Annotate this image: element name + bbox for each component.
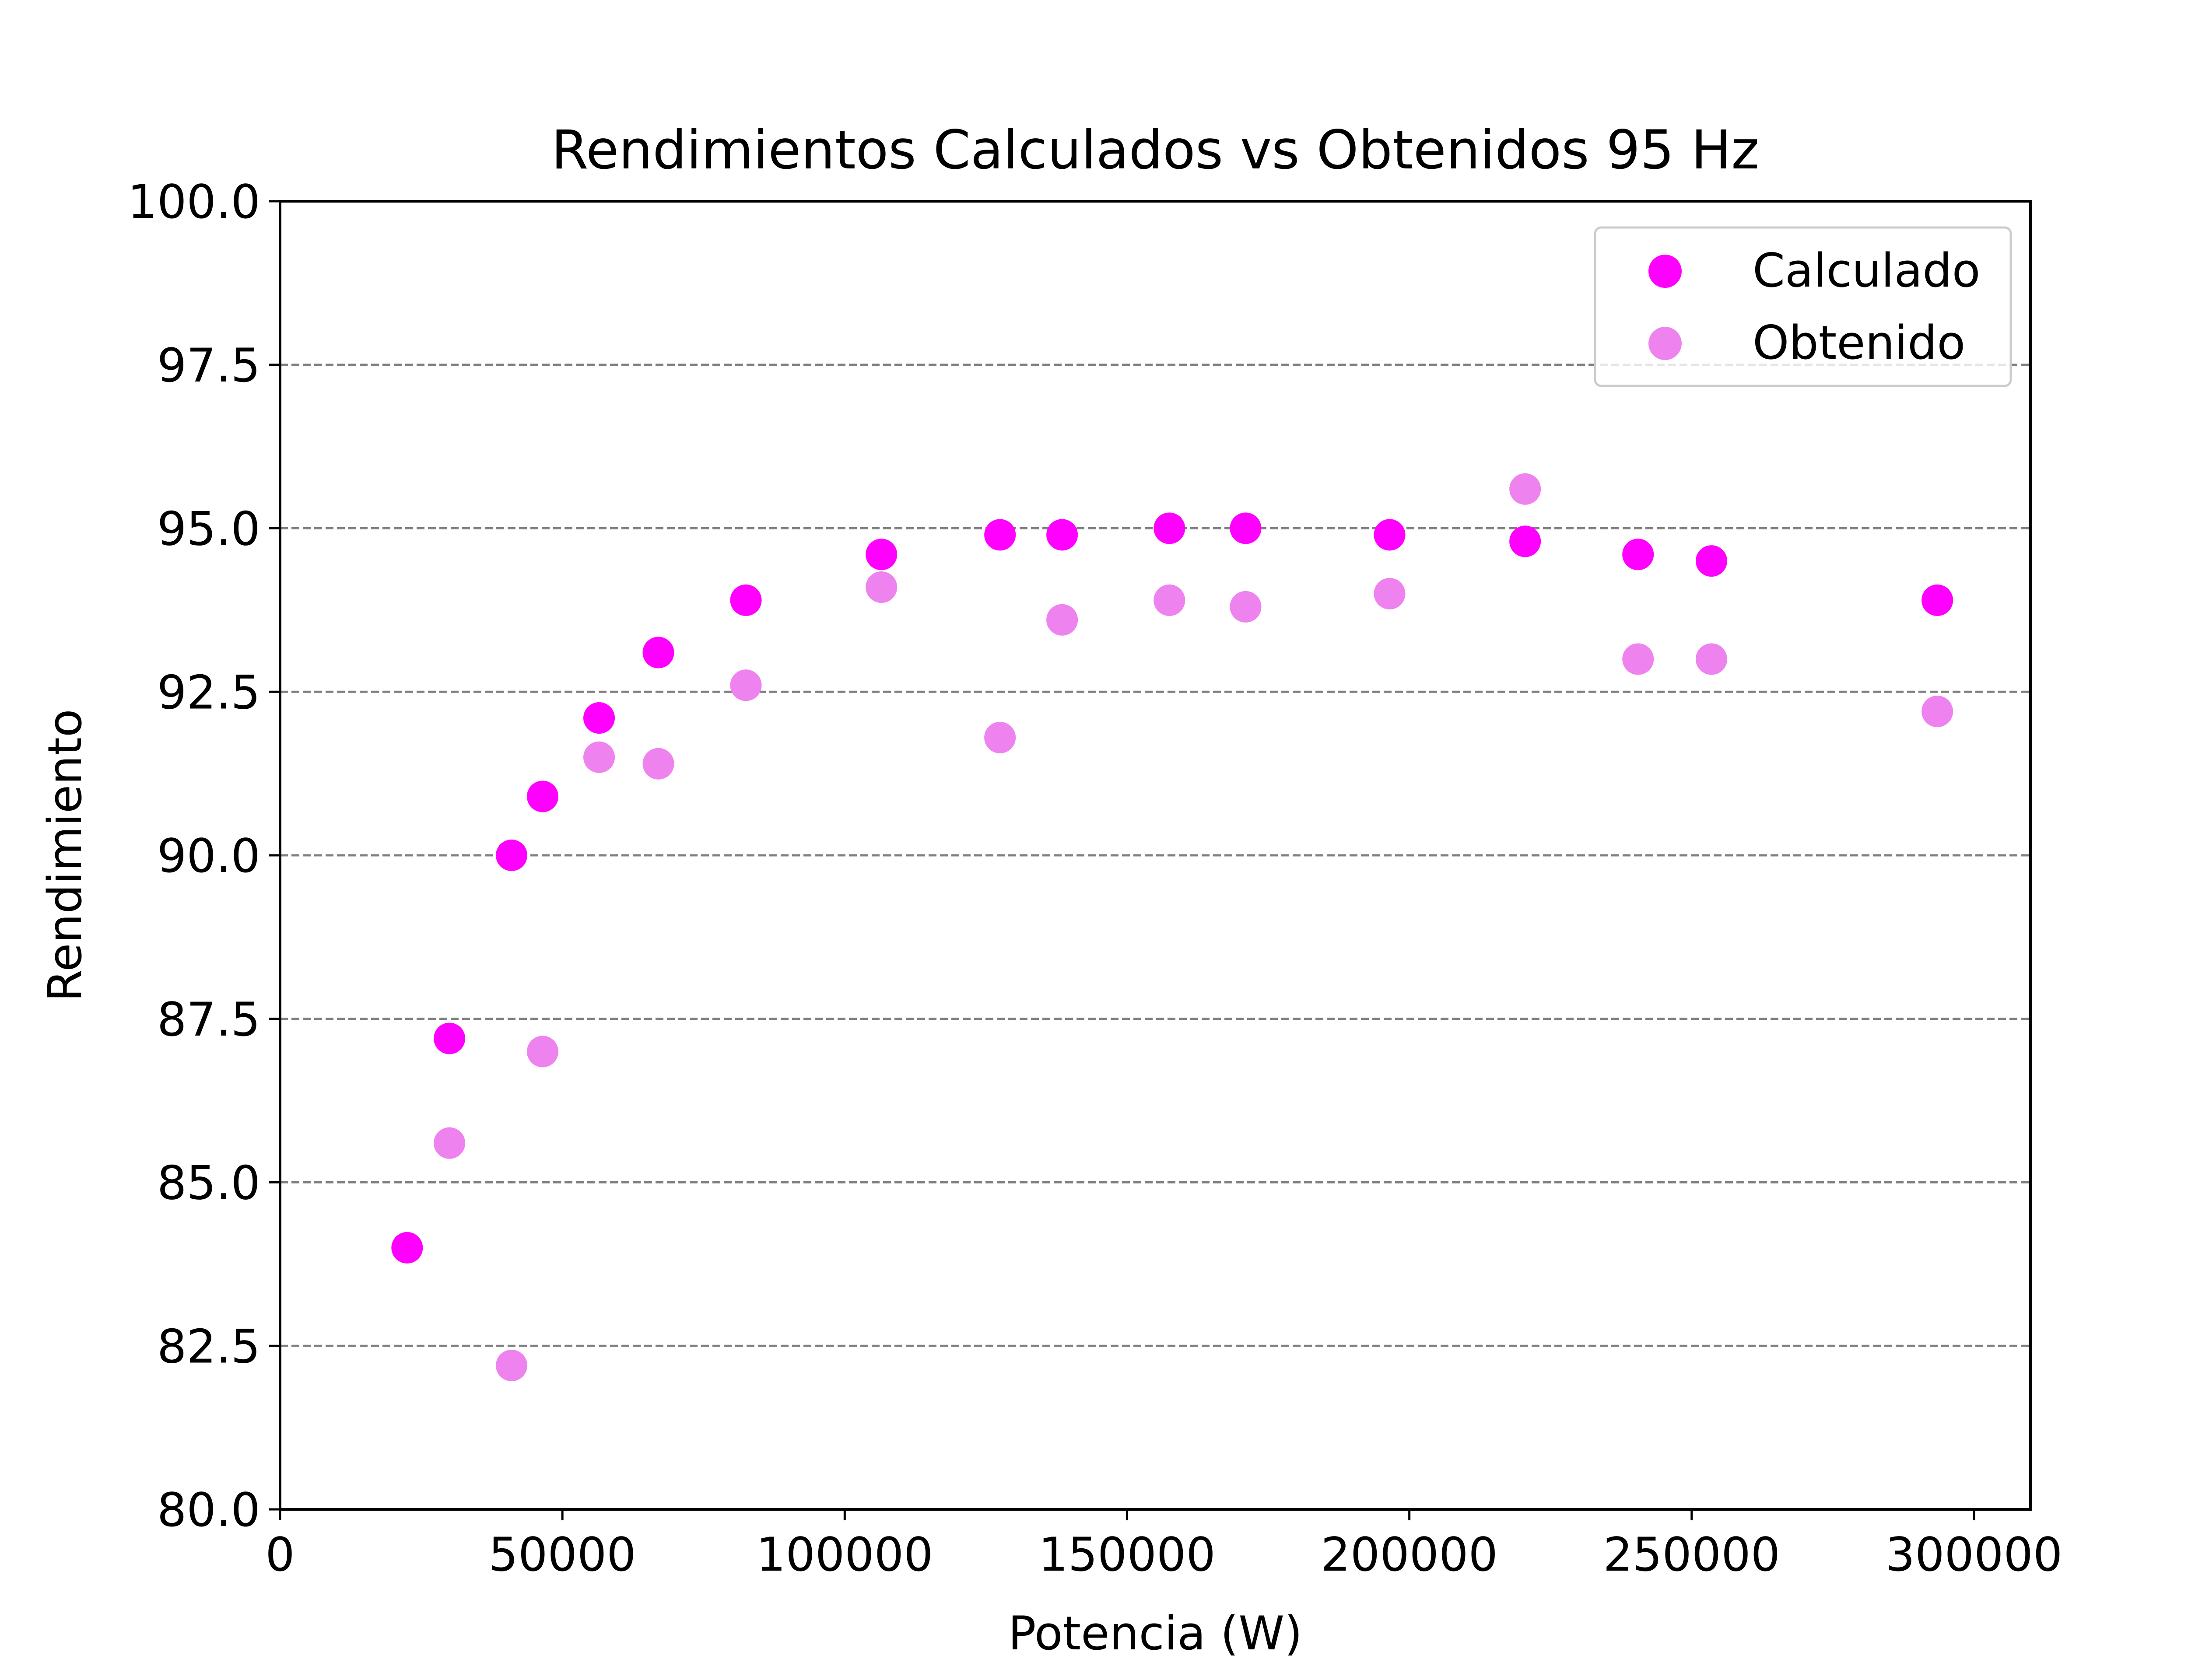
y-tick-label: 80.0 [157,1483,260,1537]
point-calculado [1622,539,1654,570]
point-calculado [391,1232,423,1264]
point-calculado [583,702,615,734]
legend-label-calculado: Calculado [1753,244,1980,298]
point-calculado [1922,584,1953,616]
point-calculado [984,519,1016,551]
legend-label-obtenido: Obtenido [1753,316,1965,370]
x-tick-label: 50000 [489,1528,636,1582]
point-obtenido [984,721,1016,753]
point-calculado [730,584,762,616]
point-calculado [1046,519,1078,551]
point-calculado [434,1022,466,1054]
chart-title: Rendimientos Calculados vs Obtenidos 95 … [551,119,1760,181]
point-obtenido [1230,591,1262,623]
point-obtenido [496,1350,528,1382]
point-calculado [1154,512,1185,544]
legend-marker-obtenido [1648,327,1682,360]
point-obtenido [866,571,898,603]
legend-marker-calculado [1648,255,1682,288]
axis-ticks: 80.0 82.5 85.0 87.5 90.0 92.5 95.0 97.5 100.0 0 50… [128,175,2063,1582]
point-obtenido [527,1036,558,1068]
point-calculado [1374,519,1406,551]
data-points [391,473,1953,1382]
y-tick-label: 90.0 [157,829,260,883]
x-axis-label: Potencia (W) [1008,1606,1303,1660]
x-tick-label: 150000 [1038,1528,1216,1582]
point-calculado [1509,525,1541,557]
point-obtenido [1695,643,1727,675]
point-calculado [1695,545,1727,577]
x-tick-label: 100000 [756,1528,933,1582]
y-tick-label: 82.5 [157,1320,260,1373]
point-obtenido [642,748,674,780]
grid [280,364,2030,1347]
y-tick-label: 95.0 [157,502,260,556]
point-obtenido [1509,473,1541,505]
point-calculado [866,539,898,570]
y-tick-label: 100.0 [128,175,260,229]
point-calculado [642,637,674,668]
point-obtenido [434,1127,466,1159]
x-tick-label: 0 [265,1528,295,1582]
point-obtenido [1622,643,1654,675]
point-obtenido [1154,584,1185,616]
point-obtenido [1374,578,1406,609]
y-tick-label: 92.5 [157,665,260,719]
point-obtenido [583,741,615,773]
y-axis-label: Rendimiento [38,709,92,1002]
plot-frame [279,200,2032,1511]
point-calculado [496,840,528,871]
x-tick-label: 200000 [1321,1528,1498,1582]
y-tick-label: 85.0 [157,1156,260,1210]
legend-box [1594,226,2012,387]
x-tick-label: 250000 [1603,1528,1780,1582]
y-tick-label: 87.5 [157,993,260,1046]
point-calculado [527,780,558,812]
point-obtenido [1046,604,1078,636]
point-obtenido [1922,696,1953,728]
x-tick-label: 300000 [1886,1528,2063,1582]
y-tick-label: 97.5 [157,339,260,392]
point-obtenido [730,669,762,701]
legend: Calculado Obtenido [1594,226,2012,387]
point-calculado [1230,512,1262,544]
